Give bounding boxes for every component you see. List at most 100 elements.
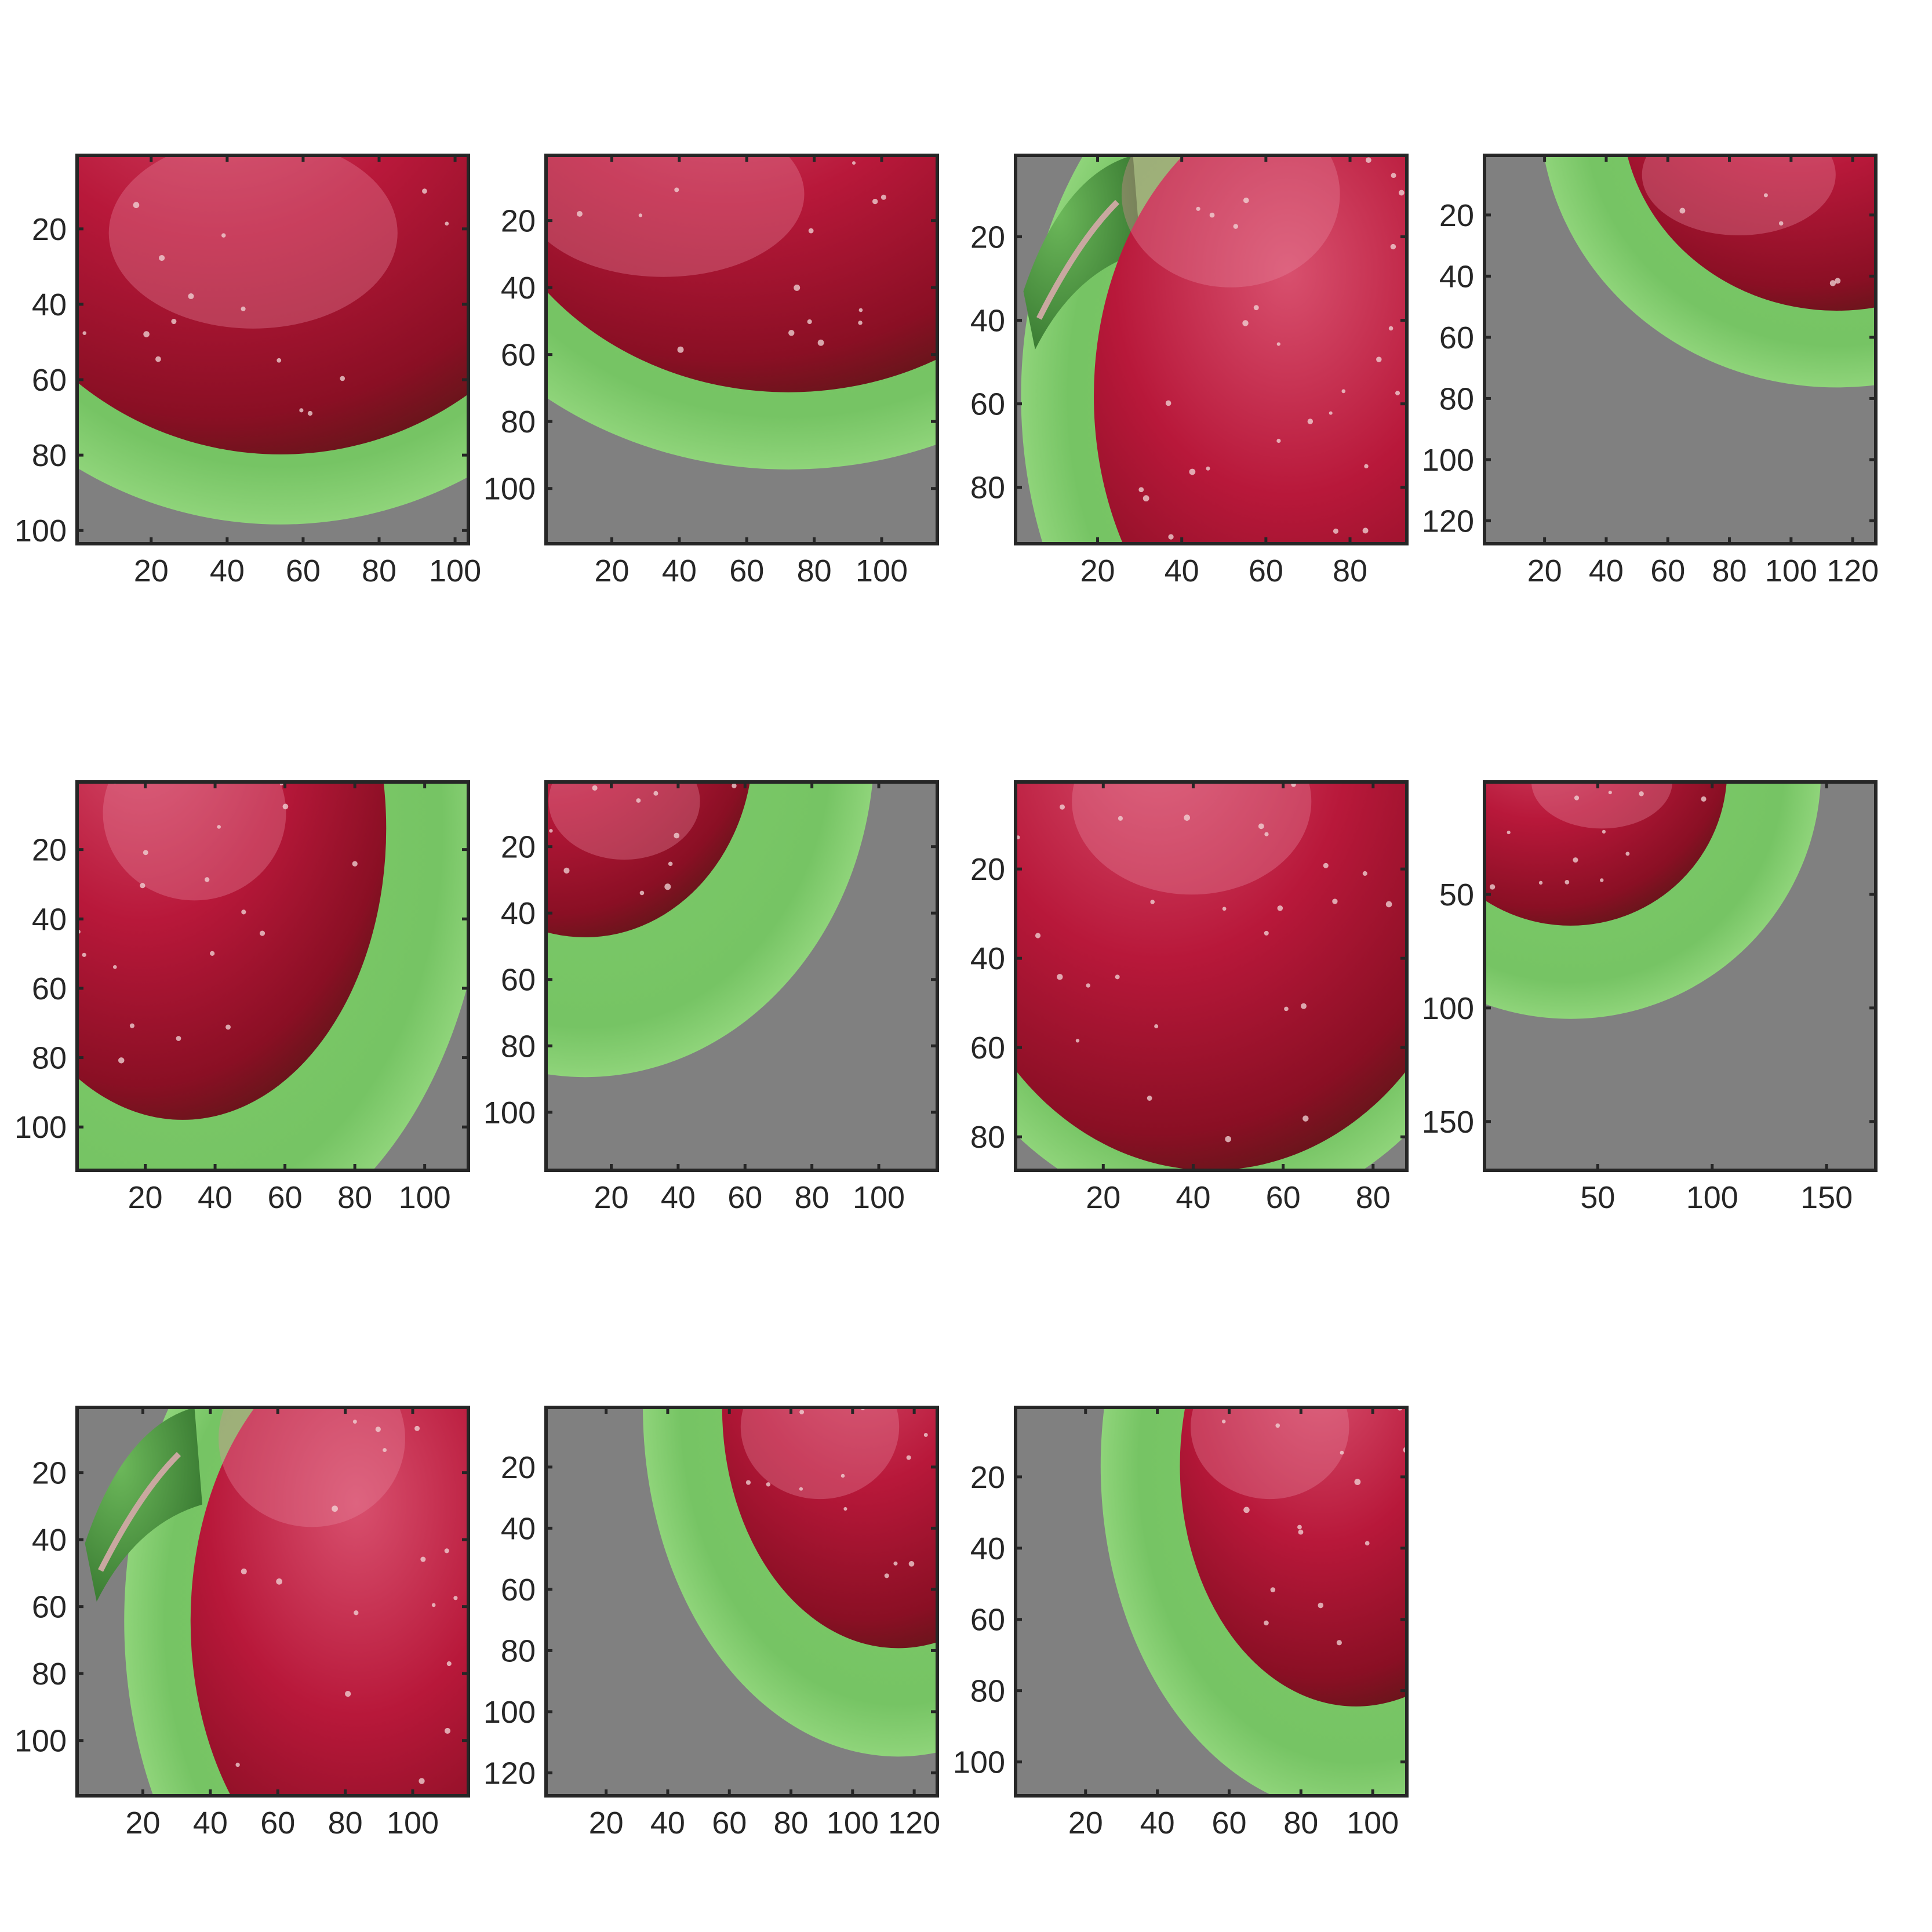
- apple-speckle: [1641, 676, 1647, 682]
- apple-speckle: [351, 1393, 357, 1399]
- apple-speckle: [82, 952, 86, 957]
- y-tick-label: 20: [1439, 198, 1474, 233]
- apple-speckle: [524, 649, 529, 654]
- apple-speckle: [1457, 1498, 1462, 1504]
- apple-speckle: [549, 829, 553, 833]
- apple-speckle: [1855, 49, 1861, 56]
- apple-speckle: [1364, 464, 1369, 469]
- apple-speckle: [84, 679, 89, 683]
- apple-speckle: [1844, 133, 1850, 138]
- apple-speckle: [539, 271, 543, 275]
- apple-speckle: [1790, 56, 1793, 60]
- image-panel-10: 20 40 60 80 100 120 20 40 60 80 100 120: [483, 1302, 973, 1840]
- axes-frame: [1014, 780, 1409, 1172]
- axes-frame: [544, 1406, 939, 1798]
- apple-speckle: [1035, 933, 1041, 938]
- apple-speckle: [841, 1473, 845, 1478]
- apple-speckle: [908, 1560, 915, 1567]
- apple-speckle: [1184, 814, 1191, 821]
- apple-speckle: [259, 930, 265, 936]
- y-tick-label: 60: [501, 338, 536, 373]
- y-tick-label: 40: [32, 288, 67, 322]
- y-tick-label: 20: [32, 833, 67, 868]
- x-tick-label: 40: [1165, 554, 1199, 588]
- apple-speckle: [664, 883, 671, 890]
- apple-speckle: [674, 187, 679, 192]
- apple-speckle: [969, 840, 973, 844]
- apple-speckle: [897, 1331, 903, 1337]
- x-tick-label: 80: [795, 1180, 829, 1215]
- apple-speckle: [1390, 243, 1396, 250]
- x-tick-label: 100: [853, 1180, 905, 1215]
- apple-speckle: [569, 31, 573, 35]
- apple-speckle: [1303, 712, 1308, 716]
- apple-speckle: [636, 798, 641, 803]
- image-panel-2: 20 40 60 80 100 20 40 60 80 100: [483, 31, 979, 588]
- apple-image: [546, 31, 979, 544]
- apple-speckle: [337, 2, 342, 6]
- apple-speckle: [1634, 699, 1639, 704]
- apple-speckle: [474, 759, 478, 762]
- apple-body: [1485, 782, 1727, 926]
- y-tick-label: 100: [483, 1695, 536, 1730]
- apple-body: [77, 782, 387, 1120]
- apple-speckle: [66, 707, 71, 712]
- apple-speckle: [960, 1302, 966, 1308]
- apple-speckle: [343, 1378, 346, 1382]
- apple-speckle: [771, 1330, 777, 1336]
- apple-speckle: [1929, 252, 1932, 257]
- x-tick-label: 40: [661, 1180, 696, 1215]
- apple-speckle: [241, 306, 246, 311]
- apple-speckle: [1741, 118, 1745, 121]
- apple-speckle: [1388, 326, 1393, 331]
- apple-speckle: [825, 1326, 829, 1330]
- y-tick-label: 60: [970, 387, 1005, 422]
- apple-speckle: [1222, 907, 1227, 911]
- apple-speckle: [563, 867, 570, 874]
- apple-speckle: [1218, 617, 1224, 623]
- apple-speckle: [975, 56, 979, 60]
- apple-speckle: [1354, 1479, 1361, 1485]
- apple-speckle: [1258, 1308, 1262, 1312]
- apple-speckle: [1086, 983, 1090, 988]
- apple-speckle: [1427, 1344, 1431, 1347]
- apple-speckle: [298, 1803, 303, 1807]
- y-tick-label: 80: [970, 1120, 1005, 1155]
- x-tick-label: 60: [727, 1180, 762, 1215]
- apple-speckle: [1166, 647, 1171, 653]
- apple-speckle: [319, 1814, 325, 1820]
- apple-speckle: [1578, 682, 1583, 687]
- y-tick-label: 120: [483, 1756, 536, 1791]
- y-tick-label: 20: [501, 1450, 536, 1485]
- apple-speckle: [1143, 495, 1149, 502]
- apple-speckle: [680, 647, 685, 652]
- apple-speckle: [1147, 1096, 1152, 1101]
- apple-speckle: [1333, 528, 1338, 534]
- y-tick-label: 60: [1439, 321, 1474, 355]
- apple-speckle: [1467, 368, 1470, 371]
- apple-speckle: [1276, 438, 1281, 443]
- apple-speckle: [299, 408, 304, 413]
- apple-speckle: [1872, 140, 1875, 144]
- apple-speckle: [1472, 704, 1477, 710]
- x-tick-label: 80: [1356, 1180, 1391, 1215]
- y-tick-label: 100: [1422, 991, 1474, 1026]
- apple-speckle: [1829, 280, 1836, 286]
- axes-frame: [1014, 154, 1409, 545]
- apple-speckle: [311, 750, 316, 755]
- apple-speckle: [285, 662, 289, 666]
- apple-speckle: [735, 1388, 739, 1392]
- apple-speckle: [158, 631, 162, 635]
- apple-speckle: [893, 1561, 898, 1566]
- apple-speckle: [969, 1504, 973, 1508]
- y-tick-label: 60: [970, 1603, 1005, 1638]
- axes-frame: [75, 1406, 470, 1798]
- apple-speckle: [614, 763, 620, 769]
- y-tick-label: 60: [970, 1031, 1005, 1065]
- apple-speckle: [969, 1394, 973, 1398]
- apple-speckle: [1209, 212, 1215, 218]
- apple-speckle: [210, 951, 215, 956]
- apple-image: [1472, 676, 1876, 1170]
- apple-speckle: [488, 632, 492, 635]
